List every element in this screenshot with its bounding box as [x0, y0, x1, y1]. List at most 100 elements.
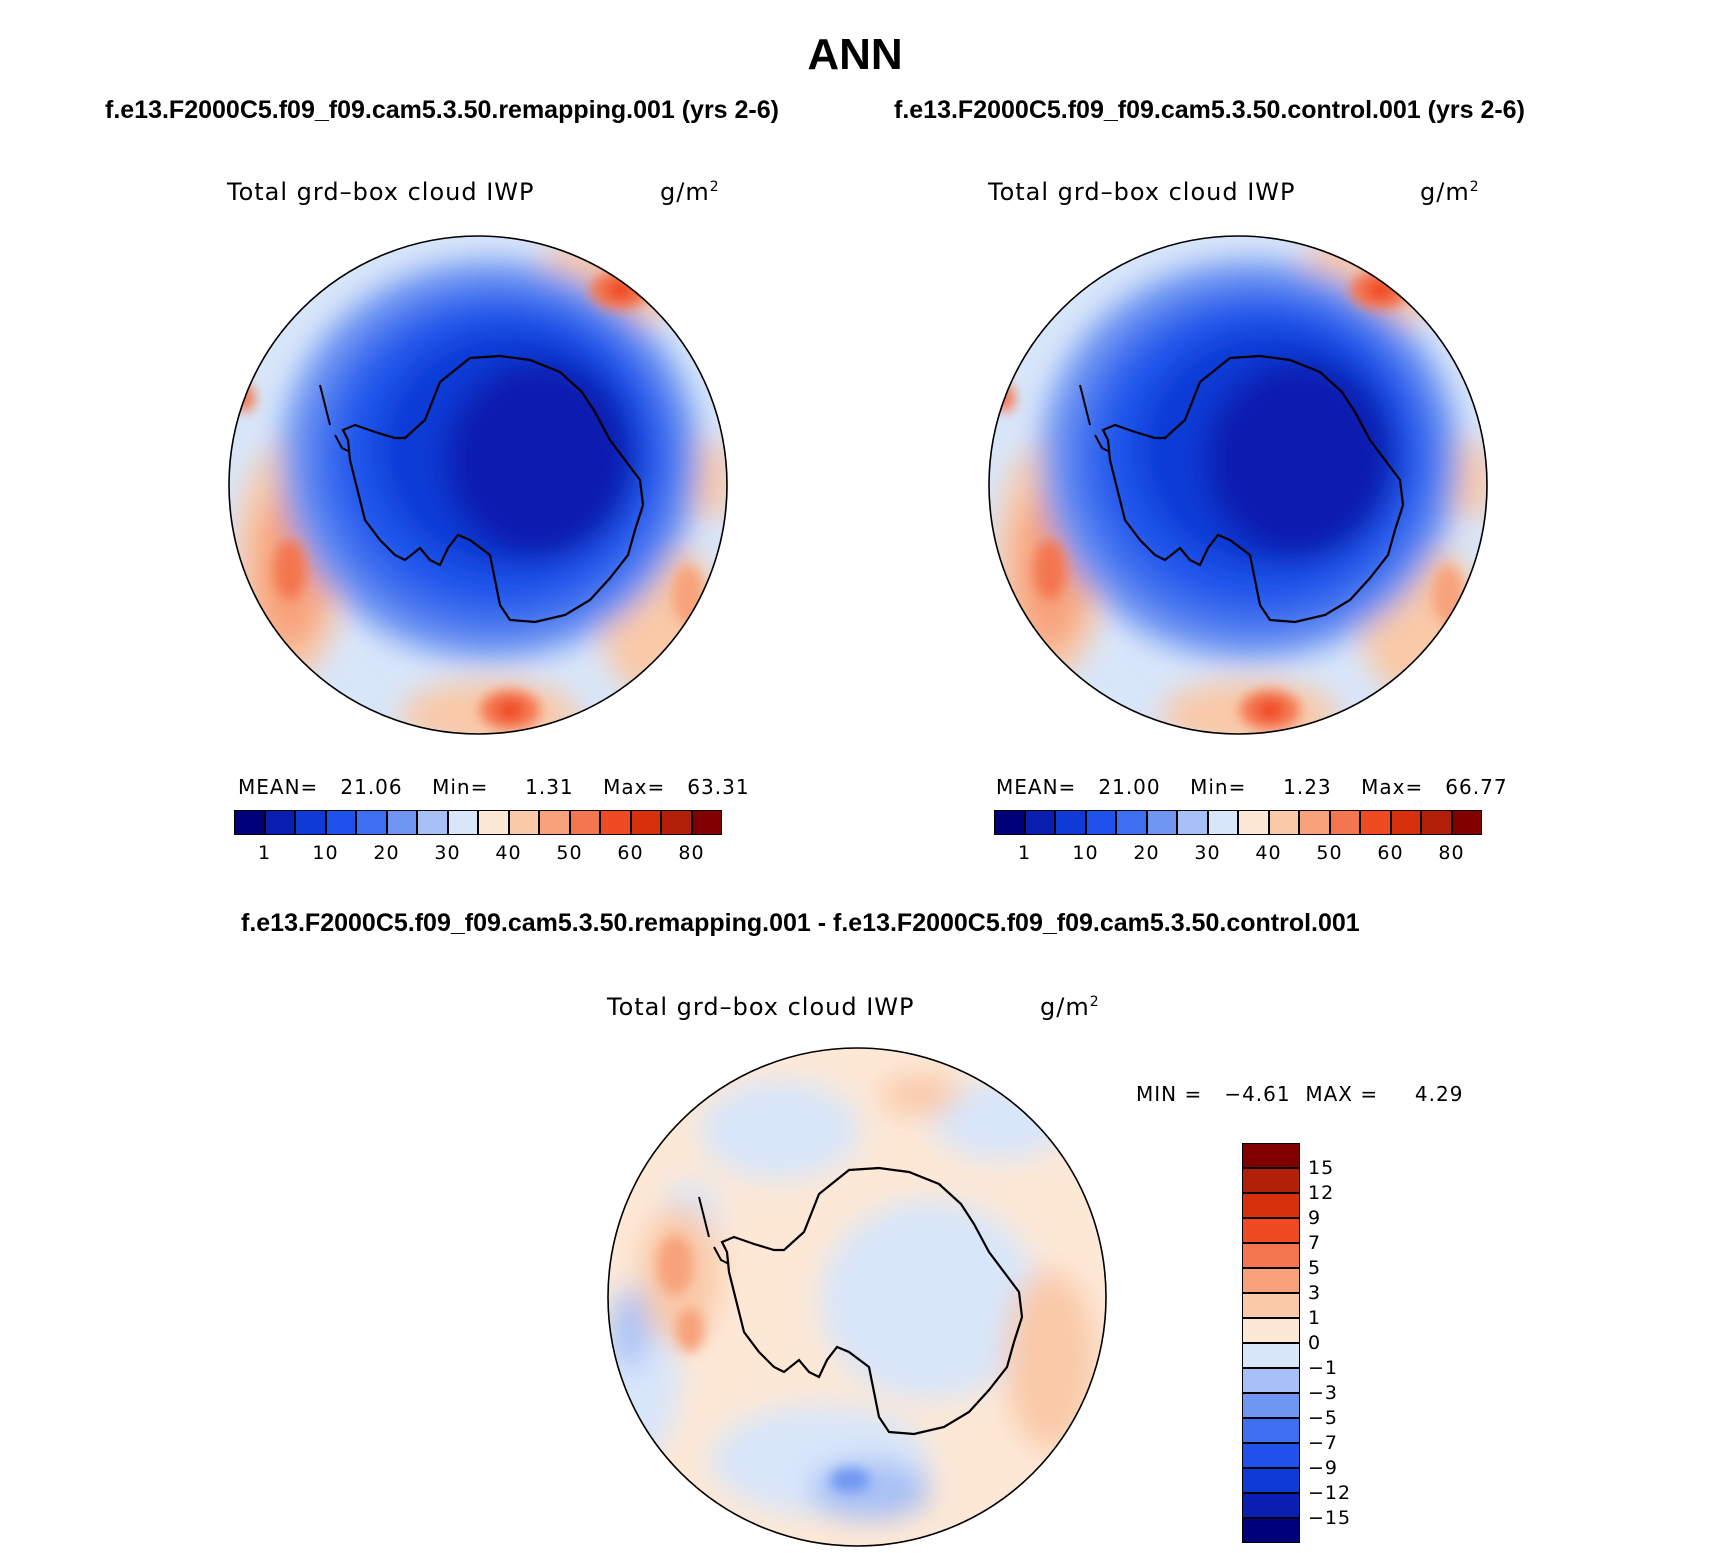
colorbar-tick-label: 50 [1316, 842, 1343, 864]
diff-map-border [607, 1047, 1107, 1547]
colorbar-swatch [447, 810, 478, 835]
left-colorbar [234, 810, 722, 835]
colorbar-swatch [691, 810, 722, 835]
colorbar-swatch [539, 810, 570, 835]
colorbar-tick-label: −12 [1308, 1482, 1352, 1504]
right-colorbar-ticks: 1 10 20 30 40 50 60 80 [994, 842, 1482, 866]
colorbar-tick-label: 1 [257, 842, 272, 864]
colorbar-tick-label: 0 [1308, 1332, 1322, 1354]
colorbar-tick-label: 10 [1072, 842, 1099, 864]
colorbar-tick-label: 12 [1308, 1182, 1335, 1204]
colorbar-swatch [1146, 810, 1177, 835]
colorbar-swatch [1242, 1243, 1300, 1268]
colorbar-swatch [1242, 1193, 1300, 1218]
colorbar-swatch [1242, 1318, 1300, 1343]
colorbar-swatch [417, 810, 448, 835]
colorbar-swatch [295, 810, 326, 835]
colorbar-swatch [1242, 1168, 1300, 1193]
right-stats: MEAN= 21.00 Min= 1.23 Max= 66.77 [996, 775, 1508, 799]
colorbar-swatch [661, 810, 692, 835]
diff-units: g/m2 [1040, 993, 1100, 1021]
right-map [989, 236, 1487, 734]
colorbar-swatch [1055, 810, 1086, 835]
colorbar-swatch [1360, 810, 1391, 835]
colorbar-swatch [1451, 810, 1482, 835]
colorbar-tick-label: 50 [556, 842, 583, 864]
diff-antarctica-coast [720, 1166, 1024, 1436]
colorbar-tick-label: 40 [495, 842, 522, 864]
colorbar-tick-label: 30 [434, 842, 461, 864]
colorbar-tick-label: 30 [1194, 842, 1221, 864]
colorbar-swatch [630, 810, 661, 835]
colorbar-swatch [1116, 810, 1147, 835]
colorbar-tick-label: −9 [1308, 1457, 1339, 1479]
diff-map [608, 1048, 1106, 1546]
colorbar-swatch [264, 810, 295, 835]
colorbar-swatch [1242, 1368, 1300, 1393]
colorbar-tick-label: 60 [617, 842, 644, 864]
colorbar-swatch [386, 810, 417, 835]
colorbar-swatch [1421, 810, 1452, 835]
right-antarctica-coast [1101, 354, 1405, 624]
colorbar-swatch [1242, 1343, 1300, 1368]
diff-colorbar-ticks: 15 12 9 7 5 3 1 0 −1 −3 −5 −7 −9 −12 −15 [1308, 1143, 1388, 1543]
colorbar-swatch [1329, 810, 1360, 835]
left-units: g/m2 [660, 178, 720, 206]
diff-colorbar [1242, 1143, 1300, 1543]
left-map-border [228, 235, 728, 735]
colorbar-tick-label: −3 [1308, 1382, 1339, 1404]
left-variable-title: Total grd–box cloud IWP [227, 178, 535, 206]
colorbar-swatch [1207, 810, 1238, 835]
colorbar-tick-label: 9 [1308, 1207, 1322, 1229]
colorbar-tick-label: −15 [1308, 1507, 1352, 1529]
right-case-title: f.e13.F2000C5.f09_f09.cam5.3.50.control.… [894, 96, 1525, 124]
colorbar-tick-label: 60 [1377, 842, 1404, 864]
colorbar-swatch [1242, 1468, 1300, 1493]
colorbar-tick-label: 20 [373, 842, 400, 864]
colorbar-swatch [1024, 810, 1055, 835]
colorbar-swatch [1242, 1218, 1300, 1243]
colorbar-swatch [569, 810, 600, 835]
colorbar-swatch [1242, 1443, 1300, 1468]
figure-title: ANN [807, 30, 903, 79]
colorbar-tick-label: 3 [1308, 1282, 1322, 1304]
colorbar-tick-label: 40 [1255, 842, 1282, 864]
colorbar-swatch [994, 810, 1025, 835]
colorbar-tick-label: 20 [1133, 842, 1160, 864]
right-variable-title: Total grd–box cloud IWP [988, 178, 1296, 206]
colorbar-swatch [1299, 810, 1330, 835]
colorbar-swatch [1390, 810, 1421, 835]
colorbar-tick-label: 1 [1017, 842, 1032, 864]
colorbar-swatch [1242, 1268, 1300, 1293]
colorbar-swatch [325, 810, 356, 835]
left-map [229, 236, 727, 734]
colorbar-swatch [356, 810, 387, 835]
colorbar-swatch [1242, 1293, 1300, 1318]
diff-variable-title: Total grd–box cloud IWP [607, 993, 915, 1021]
left-case-title: f.e13.F2000C5.f09_f09.cam5.3.50.remappin… [105, 96, 779, 124]
colorbar-swatch [234, 810, 265, 835]
diff-stats: MIN = −4.61 MAX = 4.29 [1136, 1082, 1464, 1106]
colorbar-tick-label: 10 [312, 842, 339, 864]
colorbar-tick-label: 1 [1308, 1307, 1322, 1329]
colorbar-swatch [1177, 810, 1208, 835]
colorbar-swatch [1242, 1493, 1300, 1518]
colorbar-tick-label: 5 [1308, 1257, 1322, 1279]
right-colorbar [994, 810, 1482, 835]
colorbar-tick-label: 15 [1308, 1157, 1335, 1179]
colorbar-tick-label: −5 [1308, 1407, 1339, 1429]
left-antarctica-coast [341, 354, 645, 624]
colorbar-swatch [1242, 1418, 1300, 1443]
colorbar-swatch [600, 810, 631, 835]
colorbar-swatch [1242, 1393, 1300, 1418]
right-units: g/m2 [1420, 178, 1480, 206]
right-map-border [988, 235, 1488, 735]
diff-case-title: f.e13.F2000C5.f09_f09.cam5.3.50.remappin… [241, 909, 1360, 937]
colorbar-swatch [1268, 810, 1299, 835]
left-colorbar-ticks: 1 10 20 30 40 50 60 80 [234, 842, 722, 866]
colorbar-swatch [1085, 810, 1116, 835]
colorbar-swatch [478, 810, 509, 835]
colorbar-tick-label: −7 [1308, 1432, 1339, 1454]
colorbar-swatch [508, 810, 539, 835]
